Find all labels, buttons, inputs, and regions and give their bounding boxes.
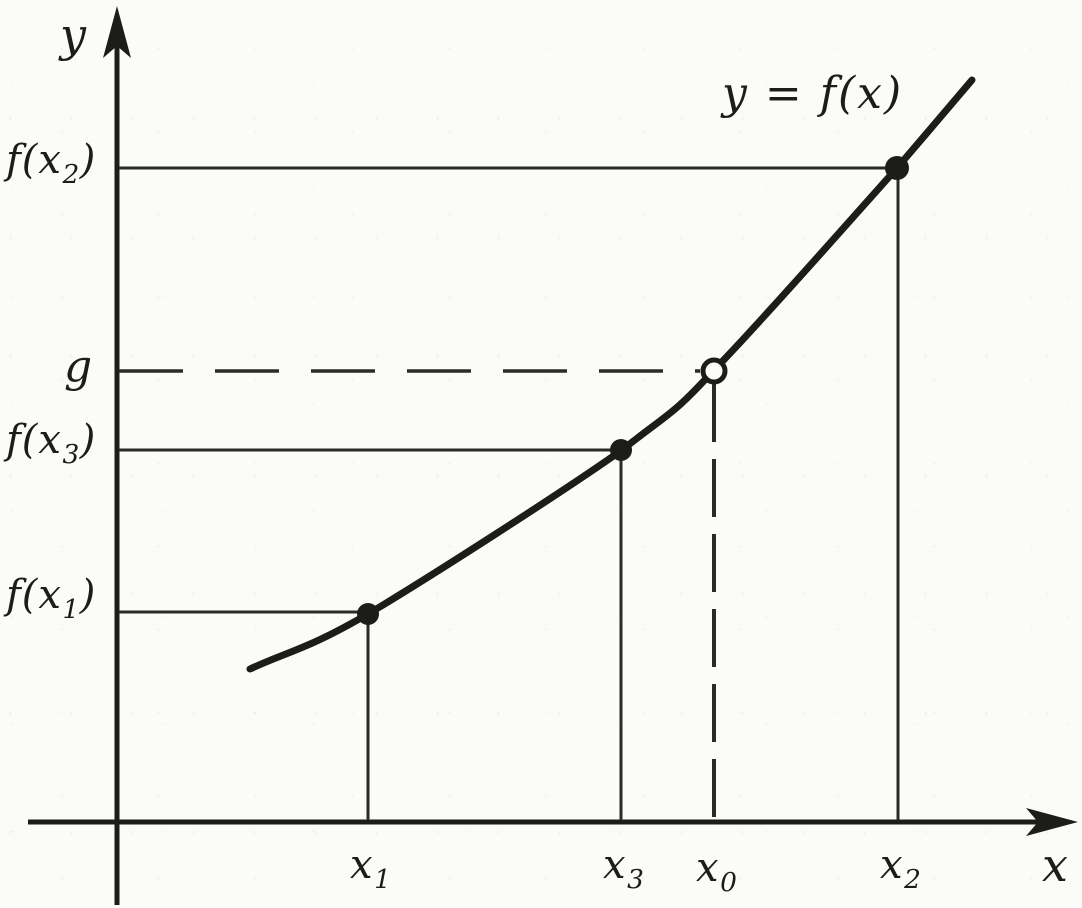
label-x3: x3 (603, 842, 645, 896)
curve-equation-label: y = f(x) (722, 72, 903, 116)
point-x3-filled-dot (610, 439, 632, 461)
y-axis-label-text: y (60, 8, 87, 62)
x-axis-label: x (1042, 842, 1069, 888)
x-axis-arrowhead (1026, 808, 1078, 836)
curve-equation-text: y = f(x) (722, 68, 904, 119)
label-x2: x2 (880, 842, 922, 896)
y-axis-label: y (60, 12, 87, 58)
label-f-x1: f(x1) (6, 572, 97, 626)
point-x0-open-circle (700, 357, 728, 385)
label-g: g (64, 341, 94, 392)
label-x0: x0 (696, 845, 738, 899)
label-x1: x1 (350, 842, 392, 896)
x-axis-label-text: x (1042, 838, 1069, 892)
point-x1-filled-dot (357, 603, 379, 625)
label-f-x2: f(x2) (6, 137, 97, 191)
label-f-x3: f(x3) (6, 417, 97, 471)
y-axis-arrowhead (103, 6, 131, 58)
point-x2-filled-dot (885, 156, 909, 180)
